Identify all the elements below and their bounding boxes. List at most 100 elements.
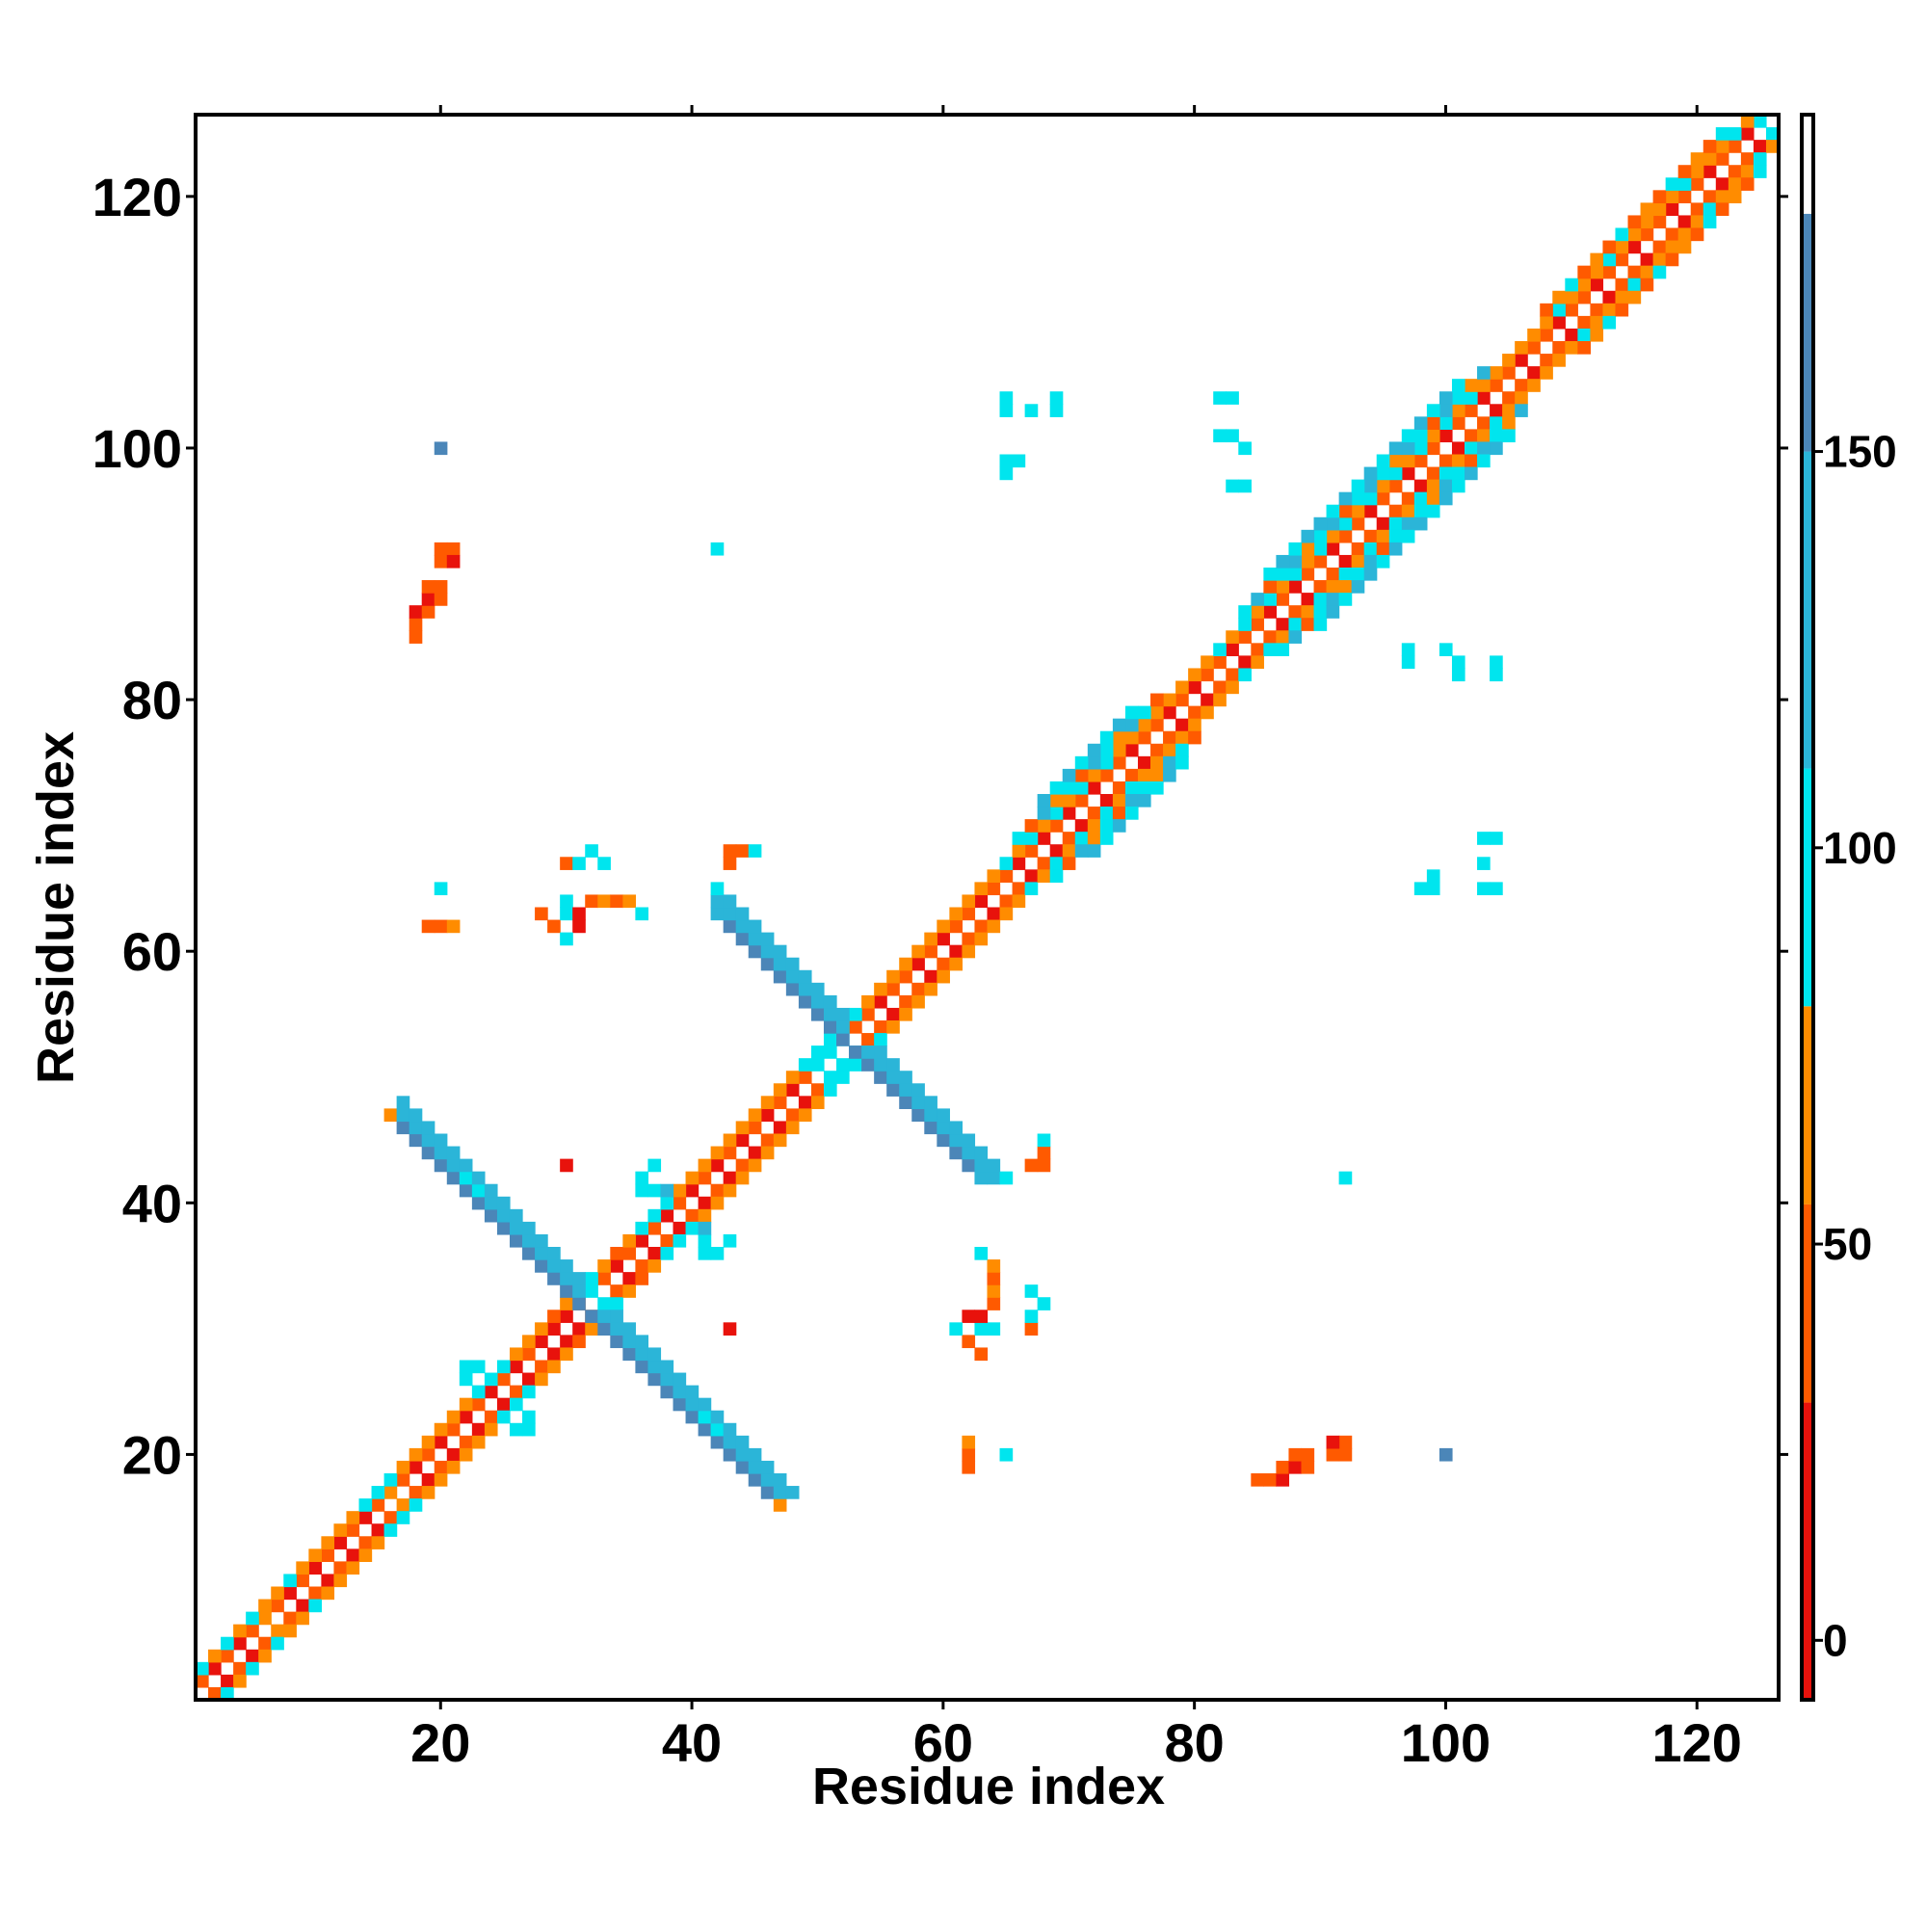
x-tick-label: 100 [1401, 1712, 1491, 1773]
heatmap-cell [1062, 794, 1076, 807]
heatmap-cell [1677, 240, 1692, 254]
heatmap-cell [937, 1121, 950, 1135]
y-axis-label: Residue index [27, 731, 85, 1084]
heatmap-cell [823, 1033, 837, 1046]
heatmap-cell [1226, 630, 1239, 644]
heatmap-cell [371, 1498, 385, 1512]
heatmap-cell [1477, 441, 1491, 456]
heatmap-cell [1540, 366, 1553, 380]
heatmap-cell [723, 857, 737, 870]
heatmap-cell [937, 932, 950, 946]
heatmap-cell [358, 1498, 373, 1512]
heatmap-cell [698, 1247, 712, 1260]
x-axis-label: Residue index [812, 1758, 1165, 1815]
heatmap-cell [974, 1347, 989, 1362]
heatmap-cell [421, 1486, 436, 1499]
heatmap-cell [748, 1473, 762, 1487]
heatmap-cell [635, 907, 649, 921]
heatmap-cell [1490, 668, 1503, 682]
heatmap-cell [949, 1121, 964, 1135]
x-tick-label: 20 [410, 1712, 470, 1773]
heatmap-cell [660, 1208, 674, 1223]
heatmap-cell [233, 1636, 247, 1651]
heatmap-cell [1715, 152, 1729, 166]
heatmap-cell [1753, 140, 1767, 153]
heatmap-cell [899, 1071, 912, 1084]
heatmap-cell [1338, 593, 1353, 606]
heatmap-cell [1024, 1322, 1039, 1336]
heatmap-cell [710, 882, 725, 896]
heatmap-cell [1652, 190, 1667, 203]
heatmap-cell [698, 1196, 712, 1210]
heatmap-cell [1627, 290, 1642, 304]
heatmap-cell [987, 882, 1001, 896]
heatmap-cell [396, 1108, 410, 1123]
heatmap-cell [1490, 832, 1503, 845]
heatmap-cell [1276, 1473, 1290, 1487]
heatmap-cell [974, 1322, 989, 1336]
heatmap-cell [647, 1372, 662, 1387]
heatmap-cell [1363, 479, 1378, 493]
heatmap-cell [547, 1322, 561, 1336]
heatmap-cell [1188, 705, 1201, 720]
heatmap-cell [760, 1133, 775, 1148]
heatmap-cell [685, 1171, 700, 1185]
heatmap-cell [622, 1233, 636, 1248]
heatmap-cell [221, 1686, 234, 1701]
heatmap-cell [547, 1247, 561, 1260]
heatmap-cell [1012, 882, 1026, 896]
heatmap-cell [321, 1536, 335, 1549]
heatmap-cell [283, 1574, 297, 1588]
heatmap-cell [522, 1385, 536, 1399]
heatmap-cell [1465, 391, 1478, 405]
heatmap-cell [723, 1447, 737, 1462]
heatmap-cell [760, 944, 775, 959]
heatmap-cell [1477, 379, 1491, 392]
heatmap-cell [1376, 466, 1390, 481]
heatmap-cell [258, 1649, 272, 1663]
heatmap-cell [1213, 680, 1227, 695]
heatmap-cell [899, 1083, 912, 1097]
heatmap-cell [421, 919, 436, 934]
heatmap-cell [1590, 315, 1604, 330]
heatmap-cell [246, 1661, 259, 1676]
heatmap-cell [698, 1422, 712, 1437]
heatmap-cell [434, 1460, 448, 1474]
heatmap-cell [962, 1310, 976, 1323]
heatmap-cell [597, 857, 611, 870]
heatmap-cell [760, 1460, 775, 1474]
heatmap-cell [911, 944, 925, 959]
heatmap-cell [1413, 479, 1428, 493]
heatmap-cell [1577, 278, 1592, 292]
heatmap-cell [1363, 554, 1378, 569]
heatmap-cell [798, 994, 812, 1009]
heatmap-cell [271, 1599, 284, 1613]
axes: 20 40 60 80 100 120 20 40 60 80 100 120 0 50 100 150 [92, 105, 1897, 1773]
heatmap-cell [1426, 441, 1440, 456]
heatmap-cell [1238, 630, 1252, 644]
heatmap-cell [1652, 202, 1667, 217]
heatmap-cell [723, 1422, 737, 1437]
heatmap-cell [1439, 416, 1453, 430]
heatmap-cell [1376, 491, 1390, 506]
heatmap-cell [1715, 140, 1729, 153]
heatmap-cell [1565, 290, 1578, 304]
heatmap-cell [296, 1599, 309, 1613]
heatmap-cell [660, 1360, 674, 1374]
colorbar-tick-label: 100 [1823, 823, 1897, 873]
heatmap-cell [383, 1473, 398, 1487]
heatmap-cell [1490, 441, 1503, 456]
heatmap-cell [685, 1208, 700, 1223]
heatmap-cell [547, 1347, 561, 1362]
heatmap-cell [560, 1310, 573, 1323]
heatmap-cell [1351, 542, 1365, 556]
heatmap-cell [1087, 819, 1101, 833]
heatmap-cell [685, 1221, 700, 1235]
heatmap-cell [1740, 127, 1755, 141]
heatmap-cell [1565, 303, 1578, 317]
heatmap-cell [987, 1297, 1001, 1310]
heatmap-cell [560, 1335, 573, 1349]
heatmap-cell [1024, 882, 1039, 896]
heatmap-cell [522, 1347, 536, 1362]
heatmap-cell [1313, 529, 1328, 543]
